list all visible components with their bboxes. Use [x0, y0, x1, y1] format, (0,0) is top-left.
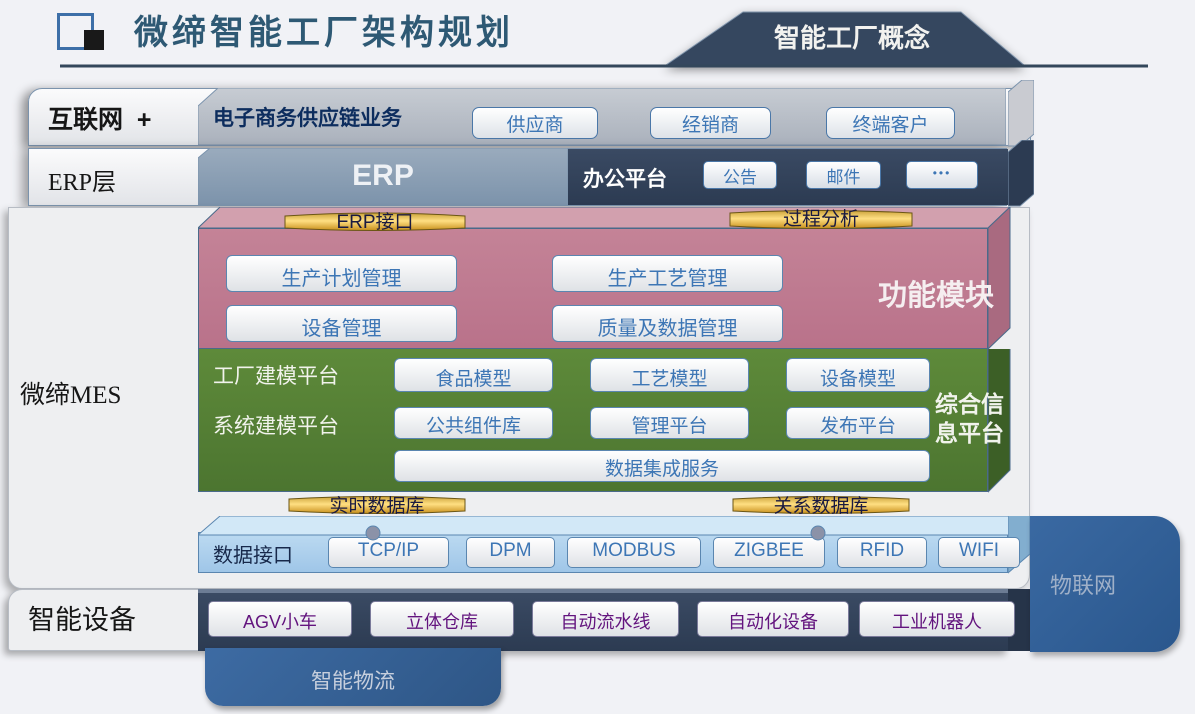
- svg-text:关系数据库: 关系数据库: [773, 495, 868, 517]
- svg-text:实时数据库: 实时数据库: [329, 495, 424, 517]
